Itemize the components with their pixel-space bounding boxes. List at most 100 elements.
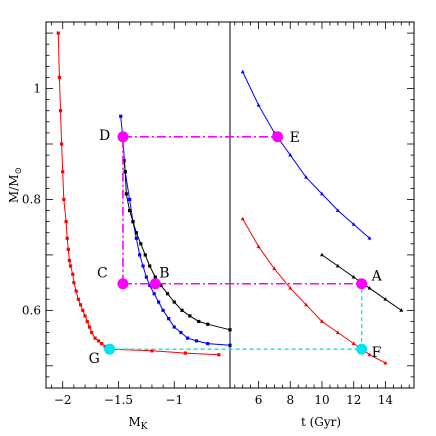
data-point: [240, 216, 245, 221]
data-point: [217, 353, 221, 357]
data-point: [351, 341, 356, 346]
x-tick-label: 12: [346, 393, 361, 407]
series-line: [242, 218, 386, 364]
data-point: [65, 236, 69, 240]
data-point: [67, 258, 72, 263]
data-point: [93, 336, 97, 340]
data-point: [335, 208, 340, 212]
data-point: [143, 253, 147, 257]
left-panel-frame: [45, 21, 231, 389]
data-point: [56, 31, 60, 35]
y-axis-title-subscript: ⊙: [14, 167, 24, 175]
point-label-e: E: [290, 130, 300, 146]
data-point: [66, 247, 70, 251]
data-point: [367, 285, 372, 290]
data-point: [320, 191, 324, 196]
data-point: [183, 351, 187, 355]
data-point: [165, 292, 170, 296]
data-point: [61, 170, 65, 174]
point-label-b: B: [159, 266, 169, 282]
y-axis-title: M/M⊙: [7, 167, 24, 203]
data-point: [124, 192, 128, 196]
x-axis-title-subscript: K: [141, 422, 148, 432]
data-point: [320, 252, 324, 257]
x-tick-label: 8: [286, 393, 294, 407]
point-label-d: D: [99, 128, 110, 144]
point-label-c: C: [97, 266, 108, 282]
data-point: [68, 264, 73, 268]
data-point: [83, 314, 87, 318]
data-point: [131, 220, 135, 224]
data-point: [159, 283, 163, 288]
y-tick-label: 0.6: [22, 303, 41, 317]
point-marker-g: [104, 343, 116, 355]
data-point: [197, 319, 201, 324]
point-marker-c: [117, 278, 129, 290]
data-point: [57, 75, 61, 80]
data-point: [304, 302, 309, 307]
data-point: [188, 314, 192, 318]
data-point: [206, 322, 210, 326]
y-tick-label: 0.8: [22, 192, 41, 206]
data-point: [320, 319, 324, 323]
data-point: [128, 197, 132, 202]
data-point: [288, 285, 293, 290]
series-line: [57, 33, 219, 356]
data-point: [383, 360, 388, 365]
point-marker-f: [356, 343, 368, 355]
data-point: [335, 330, 340, 334]
data-point: [256, 102, 261, 107]
data-point: [64, 220, 68, 224]
data-point: [172, 300, 176, 304]
data-point: [148, 283, 152, 288]
data-point: [72, 281, 76, 285]
data-point: [304, 175, 309, 179]
data-point: [167, 317, 171, 321]
data-point: [139, 242, 143, 246]
data-point: [96, 339, 101, 343]
data-point: [206, 342, 210, 346]
x-tick-label: 14: [378, 393, 394, 407]
data-point: [71, 272, 75, 276]
data-point: [335, 263, 340, 268]
data-point: [128, 208, 132, 213]
data-point: [141, 264, 145, 268]
point-marker-b: [149, 278, 161, 290]
data-point: [157, 300, 161, 304]
data-point: [62, 197, 66, 202]
data-point: [134, 231, 138, 235]
x-tick-label: −1: [165, 393, 183, 407]
y-tick-label: 1: [33, 82, 41, 96]
point-label-f: F: [372, 345, 382, 361]
data-point: [78, 303, 83, 307]
point-label-g: G: [89, 351, 100, 367]
data-point: [367, 236, 372, 240]
right-panel: 6 8 10 12 14: [229, 21, 415, 407]
data-point: [58, 109, 63, 113]
data-point: [272, 266, 277, 271]
data-point: [288, 152, 293, 157]
data-point: [76, 297, 80, 301]
data-point: [180, 308, 184, 312]
data-point: [90, 330, 94, 335]
x-tick-label: −2: [54, 393, 72, 407]
right-panel-frame: [229, 21, 415, 389]
data-point: [134, 236, 138, 240]
data-point: [60, 142, 64, 146]
data-point: [351, 222, 356, 226]
series-line: [120, 116, 231, 346]
data-point: [161, 308, 165, 312]
data-point: [152, 292, 156, 296]
data-point: [194, 339, 199, 343]
point-marker-a: [356, 278, 368, 290]
data-point: [138, 253, 142, 257]
x-tick-label: −1.5: [104, 393, 133, 407]
data-point: [351, 274, 356, 279]
data-point: [383, 297, 388, 301]
data-point: [144, 275, 148, 279]
x-tick-label: 6: [255, 393, 263, 407]
x-axis-title-left: MK: [128, 415, 147, 432]
guide-lines: [109, 135, 363, 350]
data-point: [179, 330, 183, 335]
